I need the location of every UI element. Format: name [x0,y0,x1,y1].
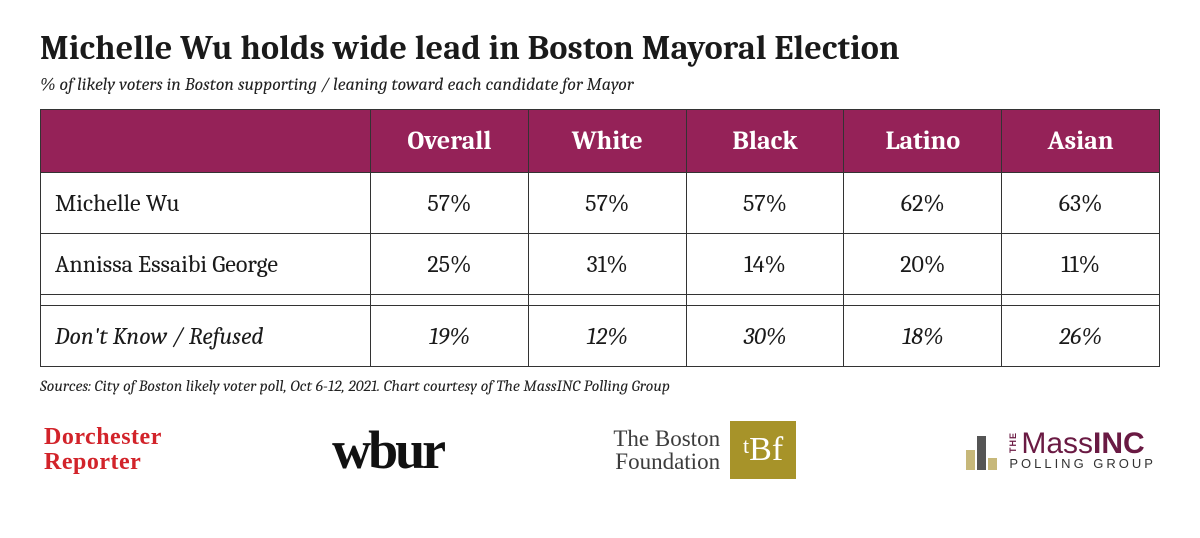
table-gap [41,295,1160,306]
cell-value: 26% [1002,306,1160,367]
cell-value: 14% [686,234,844,295]
table-row: Annissa Essaibi George 25% 31% 14% 20% 1… [41,234,1160,295]
col-candidate [41,110,371,173]
page-title: Michelle Wu holds wide lead in Boston Ma… [40,28,1160,68]
massinc-text: THE MassINC POLLING GROUP [1009,430,1156,471]
cell-value: 62% [844,173,1002,234]
cell-value: 63% [1002,173,1160,234]
poll-table: Overall White Black Latino Asian Michell… [40,109,1160,367]
tbf-badge-t: t [743,433,749,459]
cell-value: 57% [528,173,686,234]
source-line: Sources: City of Boston likely voter pol… [40,377,1160,395]
cell-value: 12% [528,306,686,367]
dorchester-line2: Reporter [44,450,162,475]
wbur-logo: wbur [332,419,443,481]
candidate-name: Michelle Wu [41,173,371,234]
massinc-logo: THE MassINC POLLING GROUP [966,430,1156,471]
table-row: Michelle Wu 57% 57% 57% 62% 63% [41,173,1160,234]
boston-foundation-logo: The Boston Foundation tBf [613,421,796,479]
massinc-the: THE [1009,432,1018,453]
tbf-text: The Boston Foundation [613,427,720,473]
col-overall: Overall [371,110,529,173]
cell-value: 30% [686,306,844,367]
cell-value: 19% [371,306,529,367]
cell-value: 20% [844,234,1002,295]
table-row: Don't Know / Refused 19% 12% 30% 18% 26% [41,306,1160,367]
table-header-row: Overall White Black Latino Asian [41,110,1160,173]
cell-value: 57% [371,173,529,234]
massinc-bars-icon [966,430,997,470]
col-latino: Latino [844,110,1002,173]
cell-value: 31% [528,234,686,295]
tbf-badge-bf: Bf [749,431,783,469]
col-asian: Asian [1002,110,1160,173]
poll-graphic: Michelle Wu holds wide lead in Boston Ma… [0,0,1200,481]
dorchester-line1: Dorchester [44,425,162,450]
dorchester-reporter-logo: Dorchester Reporter [44,425,162,475]
cell-value: 11% [1002,234,1160,295]
cell-value: 25% [371,234,529,295]
massinc-sub: POLLING GROUP [1009,458,1156,470]
dont-know-label: Don't Know / Refused [41,306,371,367]
tbf-badge: tBf [730,421,796,479]
tbf-line2: Foundation [613,450,720,473]
tbf-line1: The Boston [613,427,720,450]
col-white: White [528,110,686,173]
cell-value: 18% [844,306,1002,367]
candidate-name: Annissa Essaibi George [41,234,371,295]
logo-row: Dorchester Reporter wbur The Boston Foun… [40,419,1160,481]
massinc-mass: Mass [1021,430,1093,459]
col-black: Black [686,110,844,173]
page-subtitle: % of likely voters in Boston supporting … [40,74,1160,95]
cell-value: 57% [686,173,844,234]
massinc-inc: INC [1093,430,1145,459]
